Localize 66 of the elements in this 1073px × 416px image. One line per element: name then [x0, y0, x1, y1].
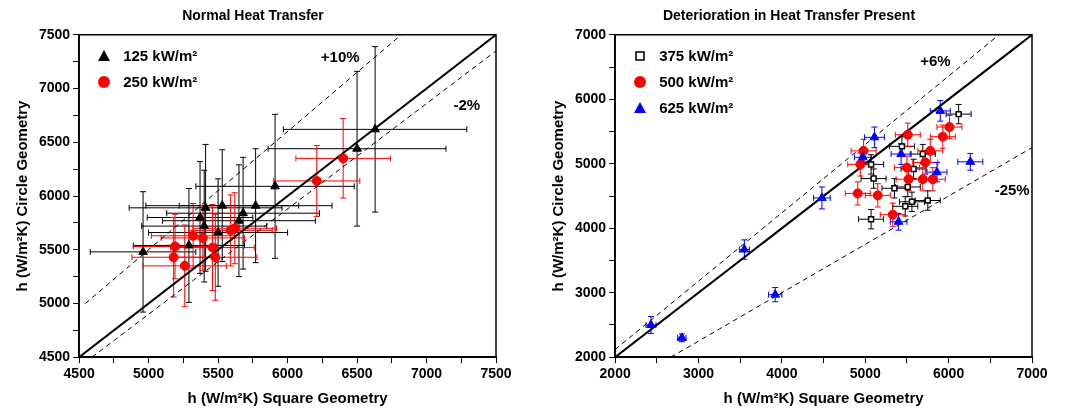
y-axis-title: h (W/m²K) Circle Geometry: [13, 99, 31, 292]
y-tick-label: 4500: [38, 348, 71, 365]
x-tick-label: 2000: [599, 365, 631, 382]
y-tick-label: 5500: [38, 240, 71, 257]
point: [217, 200, 228, 209]
point: [179, 260, 190, 271]
y-tick-label: 3000: [574, 283, 607, 300]
legend-label: 125 kW/m²: [123, 47, 198, 65]
point: [197, 232, 208, 243]
y-tick-label: 4000: [574, 219, 607, 236]
point: [311, 175, 322, 186]
x-tick-label: 4500: [63, 365, 95, 382]
legend-label: 375 kW/m²: [659, 47, 734, 65]
x-tick-label: 3000: [682, 365, 715, 382]
y-tick-label: 7000: [38, 79, 71, 96]
point: [891, 185, 898, 192]
point: [904, 183, 911, 191]
x-axis-title: h (W/m²K) Square Geometry: [187, 389, 389, 407]
x-axis-title: h (W/m²K) Square Geometry: [723, 389, 925, 407]
x-tick-label: 7000: [1016, 365, 1048, 382]
x-tick-label: 7000: [410, 365, 443, 382]
series-label: -2%: [453, 95, 481, 113]
legend-label: 625 kW/m²: [659, 99, 734, 117]
point: [338, 153, 349, 164]
point: [210, 252, 221, 263]
x-tick-label: 6000: [271, 365, 304, 382]
y-tick-label: 6000: [38, 186, 71, 203]
point: [200, 202, 211, 211]
x-tick-label: 5000: [849, 365, 882, 382]
point: [270, 180, 280, 190]
point: [138, 246, 148, 255]
point: [184, 239, 194, 249]
x-tick-label: 6500: [341, 365, 373, 382]
point: [238, 207, 248, 217]
x-tick-label: 4000: [766, 365, 798, 382]
y-axis-title: h (W/m²K) Circle Geometry: [549, 99, 567, 292]
y-tick-label: 7500: [38, 25, 71, 42]
series-label: +10%: [320, 47, 360, 65]
chart-title: Normal Heat Transfer: [182, 7, 325, 24]
point: [168, 252, 179, 263]
y-tick-label: 6000: [574, 90, 607, 107]
x-tick-label: 5000: [133, 365, 165, 382]
point: [195, 211, 205, 221]
y-tick-label: 2000: [574, 348, 607, 365]
point: [770, 289, 781, 298]
point: [170, 241, 181, 252]
y-tick-label: 7000: [574, 25, 607, 42]
point: [188, 230, 199, 241]
point: [207, 242, 218, 253]
point: [199, 220, 210, 230]
legend-label: 250 kW/m²: [123, 73, 198, 91]
point: [213, 227, 223, 236]
x-tick-label: 5500: [202, 365, 234, 382]
chart-title: Deterioration in Heat Transfer Present: [662, 7, 916, 24]
y-tick-label: 5000: [574, 154, 607, 171]
series-label: +6%: [920, 52, 951, 70]
point: [234, 215, 244, 224]
y-tick-label: 6500: [38, 133, 71, 150]
x-tick-label: 6000: [933, 365, 965, 382]
point: [352, 143, 362, 152]
point: [370, 123, 380, 133]
legend-label: 500 kW/m²: [659, 73, 734, 91]
y-tick-label: 5000: [38, 294, 71, 311]
series-label: -25%: [994, 180, 1030, 198]
x-tick-label: 7500: [480, 365, 512, 382]
point: [250, 200, 261, 209]
